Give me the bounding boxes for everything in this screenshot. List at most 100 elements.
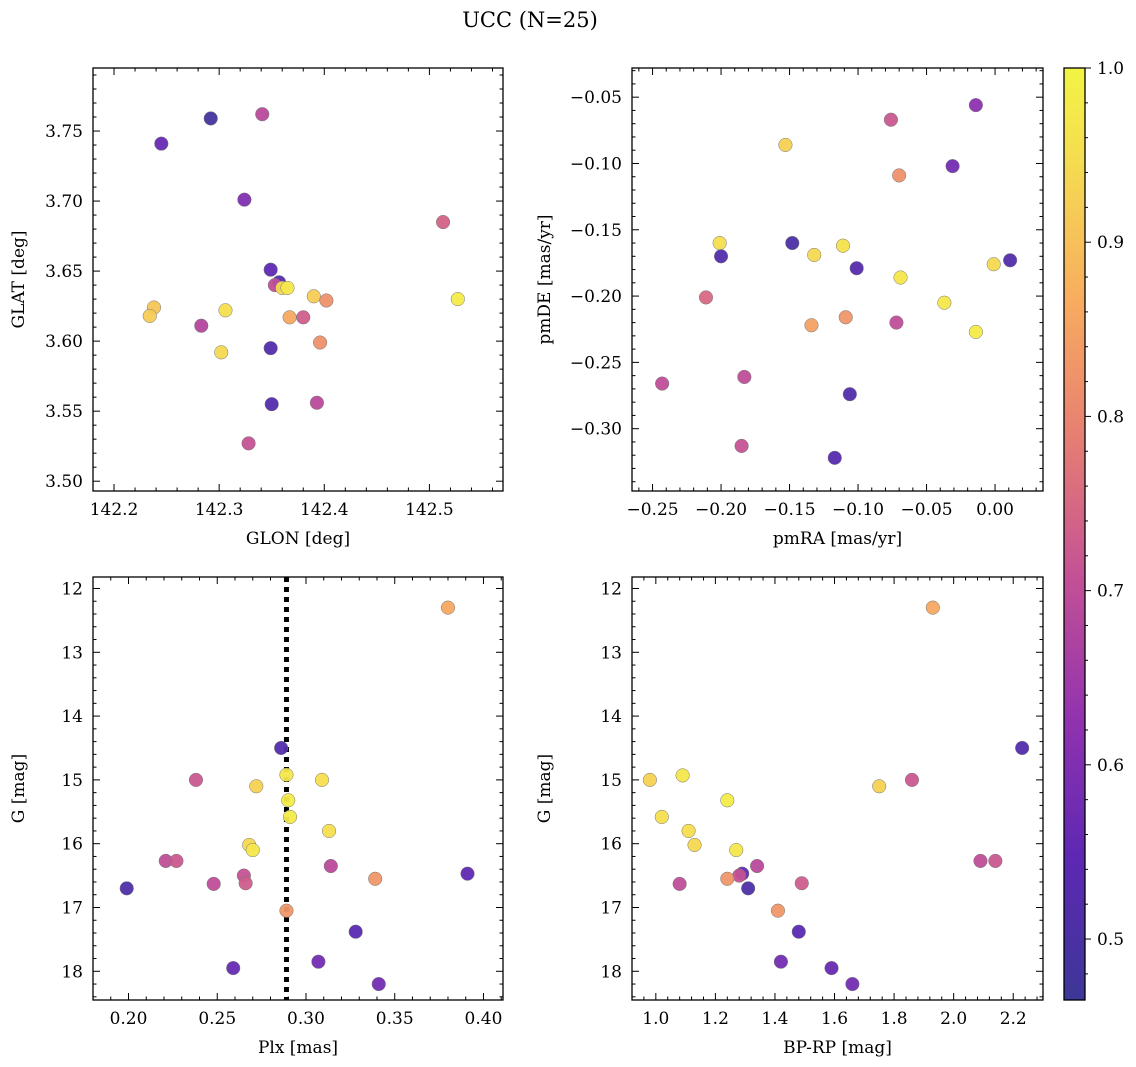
axes-frame xyxy=(92,576,504,1001)
scatter-point xyxy=(368,871,383,886)
y-tick-label: 14 xyxy=(61,707,83,727)
x-tick-label: 142.3 xyxy=(195,500,244,520)
scatter-point xyxy=(313,335,328,350)
x-tick-label: 0.20 xyxy=(110,1009,148,1029)
scatter-point xyxy=(282,809,298,824)
scatter-point xyxy=(804,318,819,333)
scatter-point xyxy=(773,954,788,969)
scatter-point xyxy=(986,257,1001,272)
scatter-point xyxy=(681,823,696,838)
scatter-point xyxy=(323,858,338,874)
panel-2: −0.25 −0.20 −0.15 −0.10 −0.05 0.00−0.30−0.25−… xyxy=(535,67,1044,549)
y-tick-label: 17 xyxy=(600,898,622,918)
x-tick-label: 142.5 xyxy=(405,500,454,520)
scatter-point xyxy=(206,876,221,891)
x-tick-label: −0.10 xyxy=(832,500,884,520)
scatter-point xyxy=(945,159,960,174)
scatter-point xyxy=(203,111,218,126)
y-tick-label: 15 xyxy=(61,771,83,791)
x-tick-label: 1.6 xyxy=(821,1009,848,1029)
scatter-point xyxy=(838,310,853,325)
x-tick-label: 1.8 xyxy=(881,1009,908,1029)
scatter-point xyxy=(436,215,451,230)
scatter-point xyxy=(255,107,270,122)
y-tick-label: −0.15 xyxy=(570,221,622,241)
scatter-point xyxy=(263,341,278,356)
scatter-point xyxy=(241,436,256,451)
y-tick-label: 17 xyxy=(61,898,83,918)
y-tick-label: −0.20 xyxy=(570,287,622,307)
scatter-point xyxy=(450,292,465,307)
scatter-point xyxy=(263,262,278,277)
scatter-point xyxy=(968,98,983,113)
y-tick-label: 14 xyxy=(600,707,622,727)
scatter-point xyxy=(672,876,687,891)
scatter-point xyxy=(904,772,920,787)
y-tick-label: −0.10 xyxy=(570,154,622,174)
y-tick-label: 3.55 xyxy=(45,402,83,422)
scatter-point xyxy=(169,853,184,868)
scatter-point xyxy=(791,924,806,939)
scatter-point xyxy=(937,295,952,310)
scatter-point xyxy=(785,235,800,251)
scatter-point xyxy=(807,247,822,263)
x-tick-label: 142.2 xyxy=(90,500,139,520)
y-tick-label: −0.30 xyxy=(570,420,622,440)
scatter-point xyxy=(279,903,294,918)
scatter-point xyxy=(1003,253,1018,268)
scatter-point xyxy=(226,961,241,976)
panel-4: 1.0 1.2 1.4 1.6 1.8 2.0 2.2 12 13 14 15 16 17 18 BP-RP… xyxy=(535,576,1044,1058)
scatter-point xyxy=(280,280,295,295)
scatter-point xyxy=(714,249,729,264)
y-axis-label: G [mag] xyxy=(535,754,555,823)
scatter-point xyxy=(734,438,749,453)
x-axis-label: pmRA [mas/yr] xyxy=(773,529,902,549)
colorbar-tick-label: 0.6 xyxy=(1097,756,1124,776)
scatter-point xyxy=(845,976,860,992)
scatter-point xyxy=(214,345,229,360)
y-tick-label: 3.60 xyxy=(45,332,83,352)
scatter-point xyxy=(296,310,311,325)
y-axis-label: pmDE [mas/yr] xyxy=(535,214,555,344)
scatter-point xyxy=(750,858,765,874)
y-tick-label: 12 xyxy=(600,579,622,599)
scatter-point xyxy=(973,853,988,868)
y-axis-label: G [mag] xyxy=(9,754,29,823)
scatter-point xyxy=(322,823,337,838)
scatter-point xyxy=(440,600,456,615)
scatter-point xyxy=(827,450,842,465)
scatter-point xyxy=(778,137,793,152)
panels: 142.2 142.3 142.4 142.53.503.553.603.653.70… xyxy=(9,67,1044,1058)
scatter-point xyxy=(188,772,203,787)
scatter-point xyxy=(835,238,851,253)
scatter-point xyxy=(925,600,940,615)
scatter-point xyxy=(249,779,264,794)
y-tick-label: 3.70 xyxy=(45,192,83,212)
colorbar-tick-label: 0.7 xyxy=(1097,582,1124,602)
scatter-point xyxy=(142,308,157,323)
axes-frame xyxy=(631,67,1044,492)
scatter-point xyxy=(732,868,747,883)
colorbar-gradient xyxy=(1063,67,1086,1001)
x-tick-label: −0.20 xyxy=(695,500,747,520)
y-tick-label: 16 xyxy=(61,835,83,855)
y-tick-label: 13 xyxy=(600,643,622,663)
scatter-point xyxy=(309,395,324,410)
y-tick-label: 13 xyxy=(61,643,83,663)
x-tick-label: 0.35 xyxy=(376,1009,414,1029)
scatter-point xyxy=(282,310,297,325)
scatter-point xyxy=(642,772,657,787)
y-tick-label: 18 xyxy=(61,962,83,982)
axes-frame xyxy=(92,67,504,492)
x-tick-label: 142.4 xyxy=(300,500,349,520)
x-tick-label: 0.25 xyxy=(198,1009,236,1029)
scatter-point xyxy=(237,192,252,207)
y-tick-label: 15 xyxy=(600,771,622,791)
scatter-point xyxy=(371,976,386,992)
scatter-point xyxy=(311,954,326,969)
colorbar-tick-label: 0.9 xyxy=(1097,233,1124,253)
scatter-point xyxy=(238,876,253,891)
colorbar-tick-label: 0.8 xyxy=(1097,407,1124,427)
y-tick-label: −0.25 xyxy=(570,353,622,373)
